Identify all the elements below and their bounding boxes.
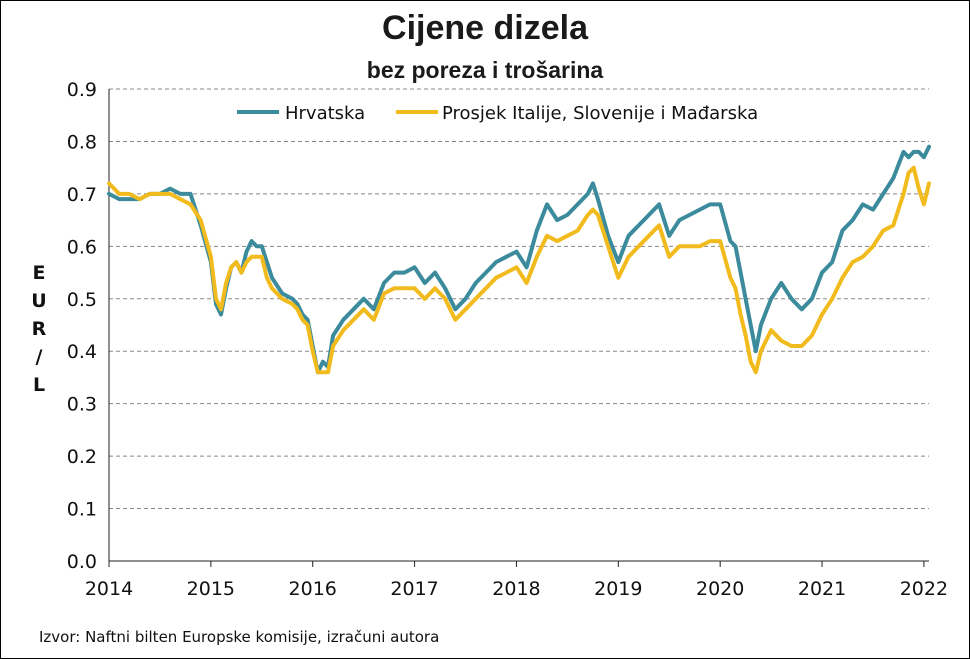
y-tick-label: 0.9 [67, 79, 97, 101]
y-tick-label: 0.6 [67, 236, 97, 258]
axes: 0.0 0.1 0.2 0.3 0.4 0.5 0.6 0.7 0.8 0.9 2014 2015 20… [67, 79, 948, 600]
x-tick-label: 2015 [187, 578, 235, 600]
grid-lines [109, 88, 929, 510]
y-axis-label-char: E [33, 262, 46, 284]
x-tick-label: 2018 [492, 578, 540, 600]
series-line-hrvatska [107, 144, 931, 375]
series-lines [107, 144, 931, 375]
y-tick-label: 0.0 [67, 551, 97, 573]
y-axis-label-char: / [36, 346, 43, 368]
y-tick-label: 0.7 [67, 184, 97, 206]
legend-label: Hrvatska [285, 103, 365, 124]
series-line-prosjek [107, 165, 931, 375]
y-axis-label-char: L [33, 374, 45, 396]
x-tick-label: 2016 [289, 578, 337, 600]
y-tick-label: 0.2 [67, 446, 97, 468]
source-note: Izvor: Naftni bilten Europske komisije, … [39, 628, 440, 646]
x-tick-label: 2017 [390, 578, 438, 600]
y-axis-label-char: R [32, 318, 47, 340]
y-tick-label: 0.8 [67, 131, 97, 153]
x-tick-label: 2022 [900, 578, 948, 600]
y-tick-label: 0.1 [67, 499, 97, 521]
x-tick-label: 2021 [798, 578, 846, 600]
legend-label: Prosjek Italije, Slovenije i Mađarska [442, 103, 758, 124]
y-tick-label: 0.5 [67, 289, 97, 311]
x-tick-label: 2019 [594, 578, 642, 600]
chart-subtitle: bez poreza i trošarina [366, 57, 604, 83]
y-tick-label: 0.3 [67, 394, 97, 416]
x-tick-label: 2014 [85, 578, 133, 600]
legend: Hrvatska Prosjek Italije, Slovenije i Mađ… [237, 103, 758, 124]
y-axis-label-char: U [31, 290, 46, 312]
chart-title: Cijene dizela [382, 9, 588, 47]
x-tick-label: 2020 [696, 578, 744, 600]
y-tick-label: 0.4 [67, 341, 97, 363]
y-axis-label: EUR / L [31, 262, 46, 396]
